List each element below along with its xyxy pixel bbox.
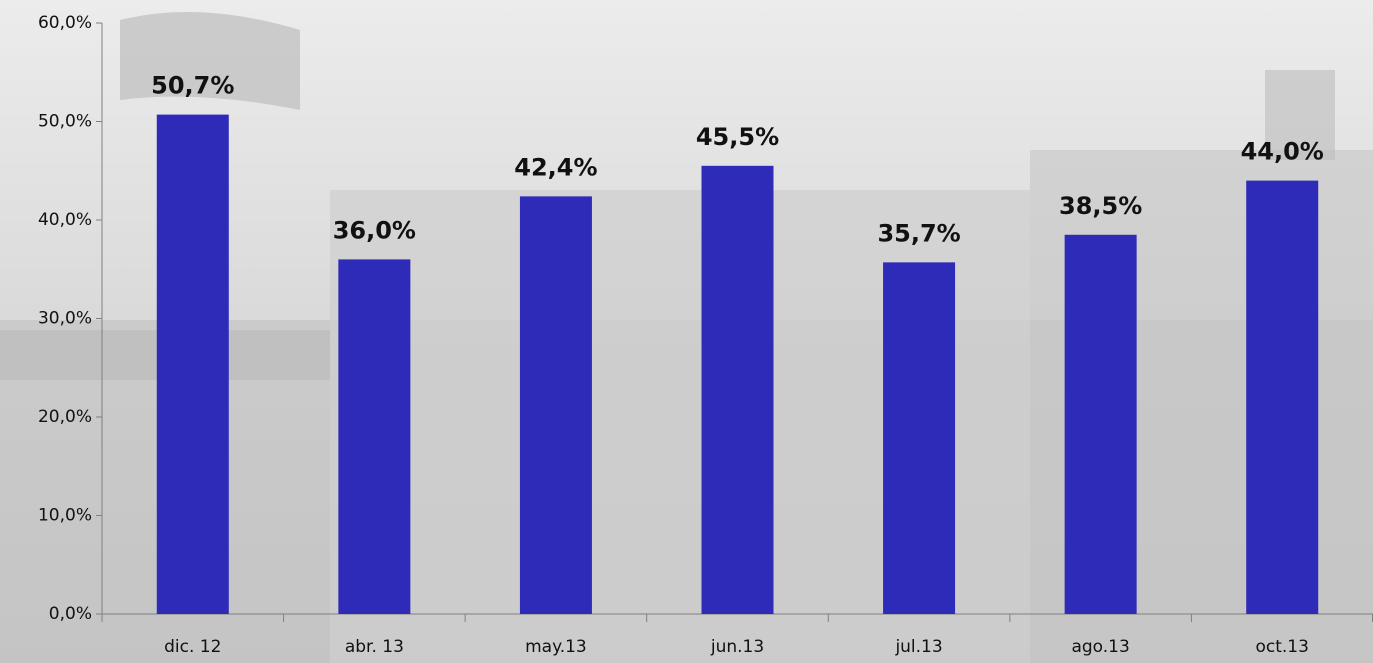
x-tick-label: oct.13 — [1255, 637, 1308, 657]
y-tick-label: 60,0% — [38, 13, 92, 33]
value-label: 36,0% — [333, 216, 416, 244]
bar — [701, 165, 774, 614]
x-tick-label: ago.13 — [1071, 637, 1129, 657]
value-label: 38,5% — [1059, 192, 1142, 220]
x-tick-label: jun.13 — [710, 637, 764, 657]
bar — [519, 196, 592, 615]
value-label: 50,7% — [151, 72, 234, 100]
bar — [1064, 234, 1137, 614]
x-tick-label: dic. 12 — [164, 637, 221, 657]
x-tick-label: jul.13 — [894, 637, 942, 657]
bar — [1246, 180, 1319, 614]
y-tick-label: 0,0% — [49, 604, 92, 624]
value-label: 35,7% — [877, 219, 960, 247]
value-label: 45,5% — [696, 123, 779, 151]
y-tick-label: 10,0% — [38, 506, 92, 526]
value-label: 44,0% — [1241, 138, 1324, 166]
value-label: 42,4% — [514, 153, 597, 181]
x-tick-label: abr. 13 — [345, 637, 404, 657]
y-tick-label: 40,0% — [38, 210, 92, 230]
bar — [338, 259, 411, 614]
y-tick-label: 50,0% — [38, 112, 92, 132]
y-tick-label: 20,0% — [38, 407, 92, 427]
x-tick-label: may.13 — [525, 637, 587, 657]
y-tick-label: 30,0% — [38, 309, 92, 329]
bar — [156, 114, 229, 614]
bar — [883, 262, 956, 614]
